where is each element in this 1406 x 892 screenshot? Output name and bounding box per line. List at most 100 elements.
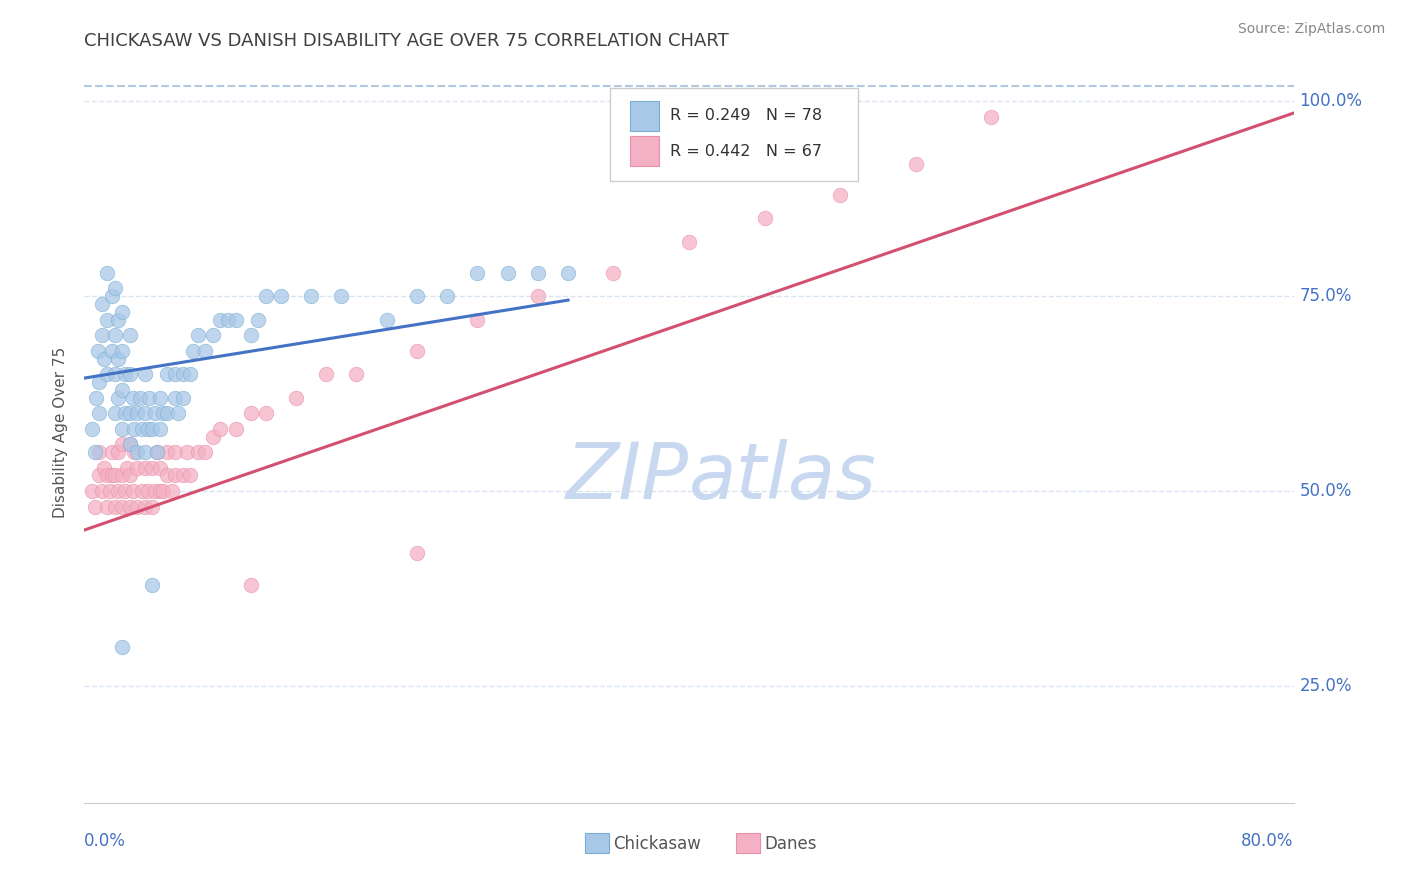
Point <box>179 367 201 381</box>
Point <box>247 312 270 326</box>
Point <box>98 484 121 499</box>
Text: atlas: atlas <box>689 439 877 515</box>
Point <box>254 406 277 420</box>
Point <box>496 266 519 280</box>
Point <box>239 577 262 591</box>
Point <box>111 422 134 436</box>
Point <box>141 460 163 475</box>
Text: 0.0%: 0.0% <box>84 832 127 850</box>
Point <box>115 460 138 475</box>
Point <box>602 266 624 280</box>
Point <box>111 437 134 451</box>
Point <box>86 391 108 405</box>
Point <box>114 406 136 420</box>
Point <box>145 406 167 420</box>
Text: 75.0%: 75.0% <box>1299 287 1353 305</box>
Point <box>104 367 127 381</box>
Point <box>134 500 156 514</box>
Point <box>118 406 141 420</box>
Point <box>131 422 153 436</box>
Point <box>557 266 579 280</box>
Text: CHICKASAW VS DANISH DISABILITY AGE OVER 75 CORRELATION CHART: CHICKASAW VS DANISH DISABILITY AGE OVER … <box>84 32 730 50</box>
Point <box>107 391 129 405</box>
Point <box>93 351 115 366</box>
Point <box>96 500 118 514</box>
Point <box>156 406 179 420</box>
Point <box>149 391 172 405</box>
Point <box>172 468 194 483</box>
Point <box>107 445 129 459</box>
Point <box>299 289 322 303</box>
Point <box>111 500 134 514</box>
Text: 25.0%: 25.0% <box>1299 677 1353 695</box>
Point <box>146 445 169 459</box>
Point <box>107 351 129 366</box>
Point <box>156 468 179 483</box>
Point <box>156 445 179 459</box>
Point <box>145 484 167 499</box>
Point <box>107 312 129 326</box>
Point <box>194 445 217 459</box>
Point <box>181 343 204 358</box>
Point <box>167 406 190 420</box>
Point <box>136 484 159 499</box>
Point <box>91 297 114 311</box>
Point <box>146 445 169 459</box>
Point <box>111 468 134 483</box>
Point <box>118 437 141 451</box>
Point <box>89 375 111 389</box>
Point <box>152 484 174 499</box>
Point <box>406 546 429 560</box>
Point <box>114 484 136 499</box>
Point <box>84 445 107 459</box>
Point <box>141 422 163 436</box>
Point <box>527 289 550 303</box>
Point <box>100 445 122 459</box>
Point <box>217 312 239 326</box>
Point <box>194 343 217 358</box>
Point <box>346 367 368 381</box>
Point <box>406 289 429 303</box>
Point <box>122 422 145 436</box>
Text: R = 0.249   N = 78: R = 0.249 N = 78 <box>669 108 821 123</box>
Point <box>467 312 489 326</box>
Point <box>104 468 127 483</box>
Point <box>209 422 232 436</box>
Point <box>93 460 115 475</box>
Point <box>172 367 194 381</box>
Point <box>375 312 398 326</box>
Point <box>201 328 224 343</box>
Point <box>114 367 136 381</box>
Point <box>754 211 776 226</box>
Point <box>406 343 429 358</box>
Point <box>149 460 172 475</box>
Point <box>111 383 134 397</box>
Point <box>152 406 174 420</box>
Point <box>436 289 458 303</box>
Point <box>160 484 183 499</box>
Point <box>91 328 114 343</box>
Point <box>80 484 103 499</box>
Point <box>980 110 1002 124</box>
Point <box>104 328 127 343</box>
Point <box>201 429 224 443</box>
Point <box>179 468 201 483</box>
Point <box>134 460 156 475</box>
Point <box>149 484 172 499</box>
Point <box>96 312 118 326</box>
FancyBboxPatch shape <box>630 101 659 130</box>
Point <box>129 391 152 405</box>
Point <box>104 281 127 295</box>
Point <box>121 391 143 405</box>
Point <box>830 188 852 202</box>
Point <box>165 468 187 483</box>
Point <box>89 445 111 459</box>
Point <box>165 367 187 381</box>
Text: 100.0%: 100.0% <box>1299 93 1362 111</box>
Point <box>87 343 110 358</box>
Point <box>100 289 122 303</box>
Point <box>187 328 209 343</box>
Point <box>176 445 198 459</box>
FancyBboxPatch shape <box>737 833 761 853</box>
Point <box>156 367 179 381</box>
